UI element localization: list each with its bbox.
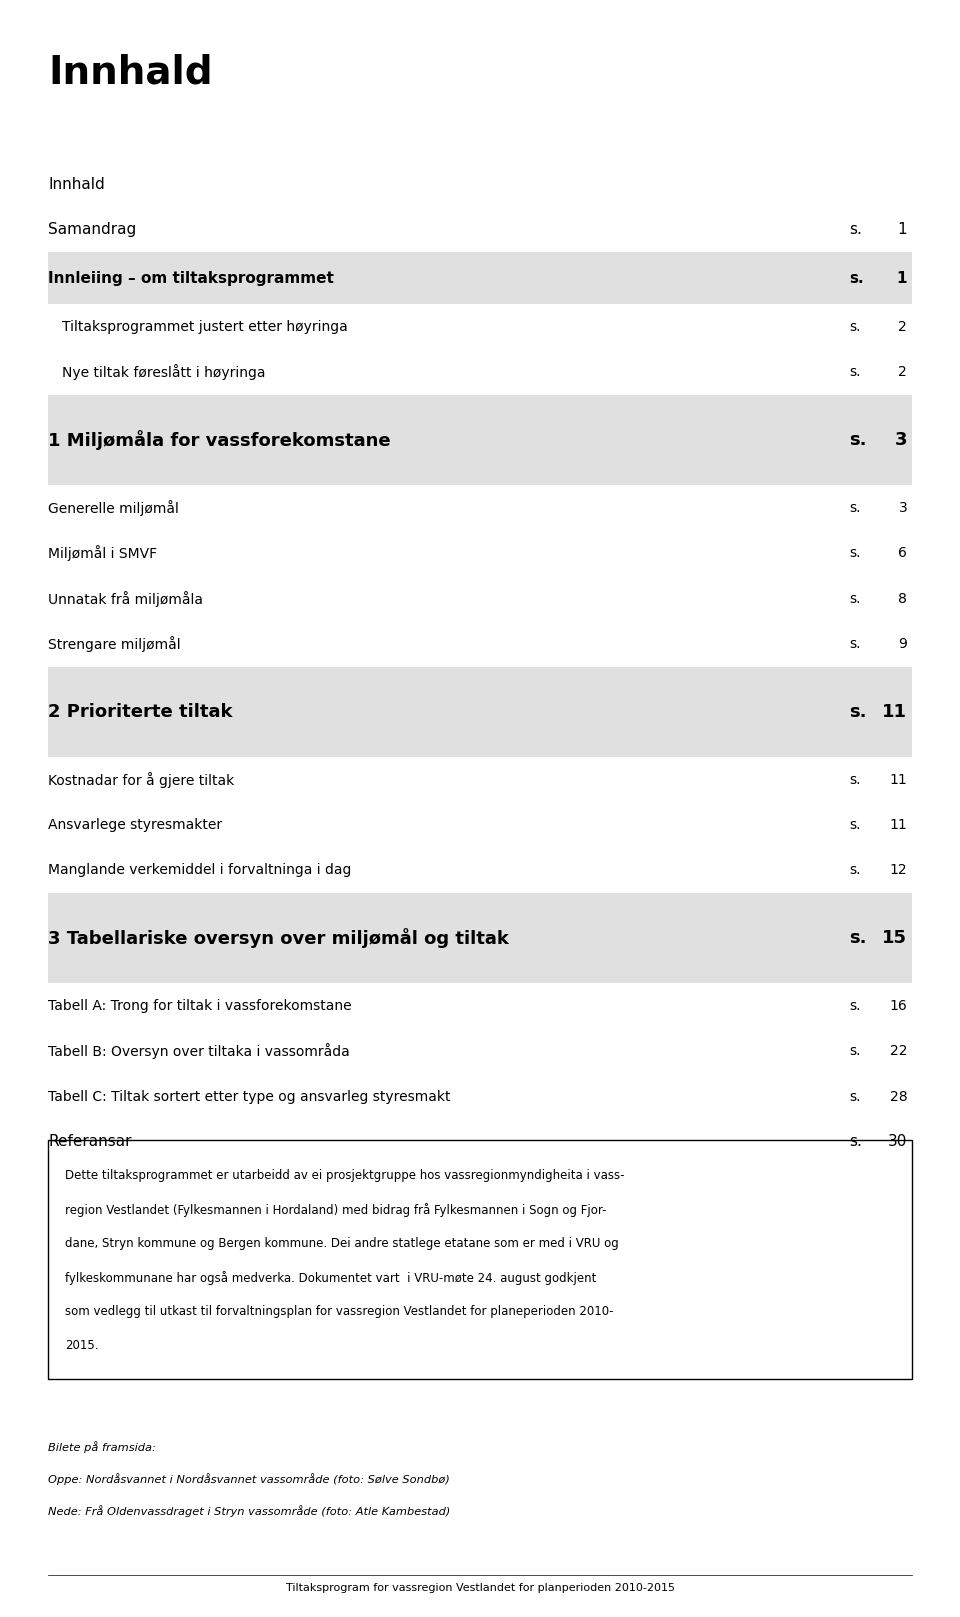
Text: s.: s.	[850, 703, 867, 721]
Text: Unnatak frå miljømåla: Unnatak frå miljømåla	[48, 590, 203, 606]
Text: s.: s.	[850, 999, 861, 1014]
Text: Bilete på framsida:: Bilete på framsida:	[48, 1441, 156, 1452]
Text: s.: s.	[850, 1045, 861, 1059]
Text: s.: s.	[850, 320, 861, 335]
Text: 30: 30	[888, 1135, 907, 1150]
Text: 8: 8	[899, 592, 907, 606]
Text: Tiltaksprogram for vassregion Vestlandet for planperioden 2010-2015: Tiltaksprogram for vassregion Vestlandet…	[285, 1583, 675, 1593]
Bar	[48, 666, 912, 757]
Text: Tabell C: Tiltak sortert etter type og ansvarleg styresmakt: Tabell C: Tiltak sortert etter type og a…	[48, 1090, 450, 1104]
Text: Strengare miljømål: Strengare miljømål	[48, 635, 180, 652]
Bar	[48, 893, 912, 983]
Bar	[48, 252, 912, 304]
Text: Miljømål i SMVF: Miljømål i SMVF	[48, 545, 157, 561]
Text: s.: s.	[850, 637, 861, 652]
Text: 12: 12	[890, 863, 907, 878]
Bar	[48, 1140, 912, 1379]
Text: Innleiing – om tiltaksprogrammet: Innleiing – om tiltaksprogrammet	[48, 270, 334, 286]
Text: 11: 11	[890, 773, 907, 787]
Text: region Vestlandet (Fylkesmannen i Hordaland) med bidrag frå Fylkesmannen i Sogn : region Vestlandet (Fylkesmannen i Hordal…	[65, 1203, 607, 1218]
Text: 2015.: 2015.	[65, 1339, 99, 1352]
Text: Innhald: Innhald	[48, 176, 105, 192]
Text: s.: s.	[850, 222, 862, 238]
Text: som vedlegg til utkast til forvaltningsplan for vassregion Vestlandet for planep: som vedlegg til utkast til forvaltningsp…	[65, 1305, 613, 1318]
Text: Tabell B: Oversyn over tiltaka i vassområda: Tabell B: Oversyn over tiltaka i vassomr…	[48, 1043, 349, 1059]
Text: 15: 15	[882, 930, 907, 948]
Text: Kostnadar for å gjere tiltak: Kostnadar for å gjere tiltak	[48, 771, 234, 787]
Text: Nye tiltak føreslått i høyringa: Nye tiltak føreslått i høyringa	[62, 364, 266, 380]
Text: 2: 2	[899, 320, 907, 335]
Text: 3 Tabellariske oversyn over miljømål og tiltak: 3 Tabellariske oversyn over miljømål og …	[48, 928, 509, 948]
Text: Referansar: Referansar	[48, 1135, 132, 1150]
Text: Innhald: Innhald	[48, 53, 212, 92]
Text: s.: s.	[850, 1090, 861, 1104]
Text: s.: s.	[850, 432, 867, 450]
Text: Dette tiltaksprogrammet er utarbeidd av ei prosjektgruppe hos vassregionmyndighe: Dette tiltaksprogrammet er utarbeidd av …	[65, 1169, 625, 1182]
Text: s.: s.	[850, 592, 861, 606]
Text: 3: 3	[895, 432, 907, 450]
Text: Ansvarlege styresmakter: Ansvarlege styresmakter	[48, 818, 222, 833]
Text: 11: 11	[890, 818, 907, 833]
Text: 9: 9	[899, 637, 907, 652]
Text: 22: 22	[890, 1045, 907, 1059]
Text: Manglande verkemiddel i forvaltninga i dag: Manglande verkemiddel i forvaltninga i d…	[48, 863, 351, 878]
Text: s.: s.	[850, 547, 861, 561]
Text: dane, Stryn kommune og Bergen kommune. Dei andre statlege etatane som er med i V: dane, Stryn kommune og Bergen kommune. D…	[65, 1237, 619, 1250]
Text: s.: s.	[850, 863, 861, 878]
Bar	[48, 395, 912, 485]
Text: 2 Prioriterte tiltak: 2 Prioriterte tiltak	[48, 703, 232, 721]
Text: s.: s.	[850, 270, 864, 286]
Text: s.: s.	[850, 818, 861, 833]
Text: s.: s.	[850, 501, 861, 516]
Text: 11: 11	[882, 703, 907, 721]
Text: s.: s.	[850, 365, 861, 380]
Text: 6: 6	[899, 547, 907, 561]
Text: Nede: Frå Oldenvassdraget i Stryn vassområde (foto: Atle Kambestad): Nede: Frå Oldenvassdraget i Stryn vassom…	[48, 1505, 450, 1517]
Text: s.: s.	[850, 930, 867, 948]
Text: Generelle miljømål: Generelle miljømål	[48, 500, 179, 516]
Text: 1 Miljømåla for vassforekomstane: 1 Miljømåla for vassforekomstane	[48, 430, 391, 450]
Text: 28: 28	[890, 1090, 907, 1104]
Text: Samandrag: Samandrag	[48, 222, 136, 238]
Text: Oppe: Nordåsvannet i Nordåsvannet vassområde (foto: Sølve Sondbø): Oppe: Nordåsvannet i Nordåsvannet vassom…	[48, 1473, 450, 1484]
Text: s.: s.	[850, 1135, 862, 1150]
Text: 2: 2	[899, 365, 907, 380]
Text: Tabell A: Trong for tiltak i vassforekomstane: Tabell A: Trong for tiltak i vassforekom…	[48, 999, 351, 1014]
Text: fylkeskommunane har også medverka. Dokumentet vart  i VRU-møte 24. august godkje: fylkeskommunane har også medverka. Dokum…	[65, 1271, 597, 1286]
Text: 1: 1	[898, 222, 907, 238]
Text: 3: 3	[899, 501, 907, 516]
Text: s.: s.	[850, 773, 861, 787]
Text: 1: 1	[897, 270, 907, 286]
Text: Tiltaksprogrammet justert etter høyringa: Tiltaksprogrammet justert etter høyringa	[62, 320, 348, 335]
Text: 16: 16	[890, 999, 907, 1014]
